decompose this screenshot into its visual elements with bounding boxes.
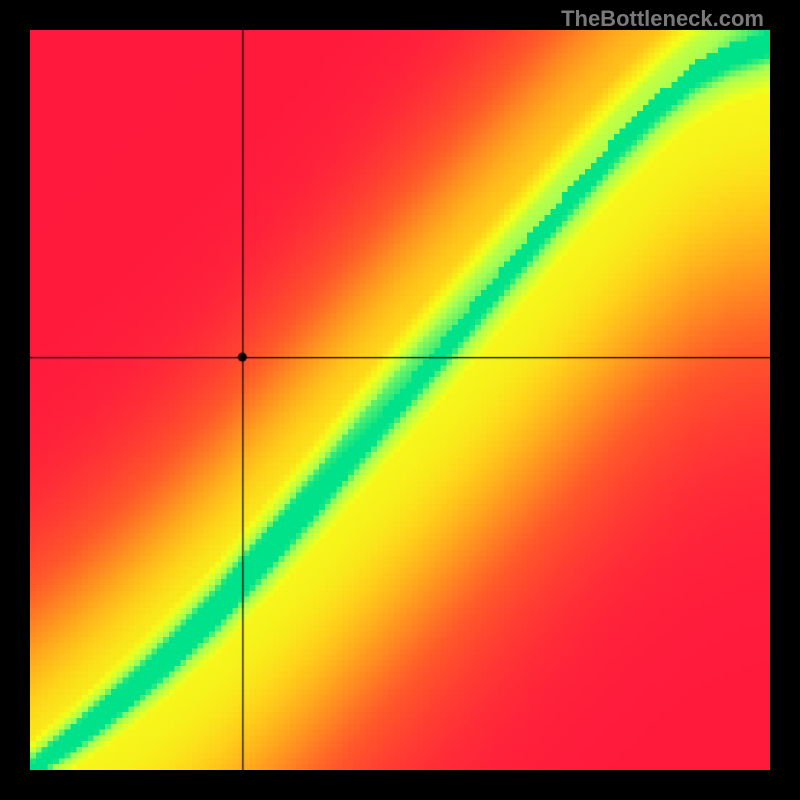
watermark-text: TheBottleneck.com <box>561 6 764 32</box>
crosshair-overlay <box>30 30 770 770</box>
chart-root: TheBottleneck.com <box>0 0 800 800</box>
